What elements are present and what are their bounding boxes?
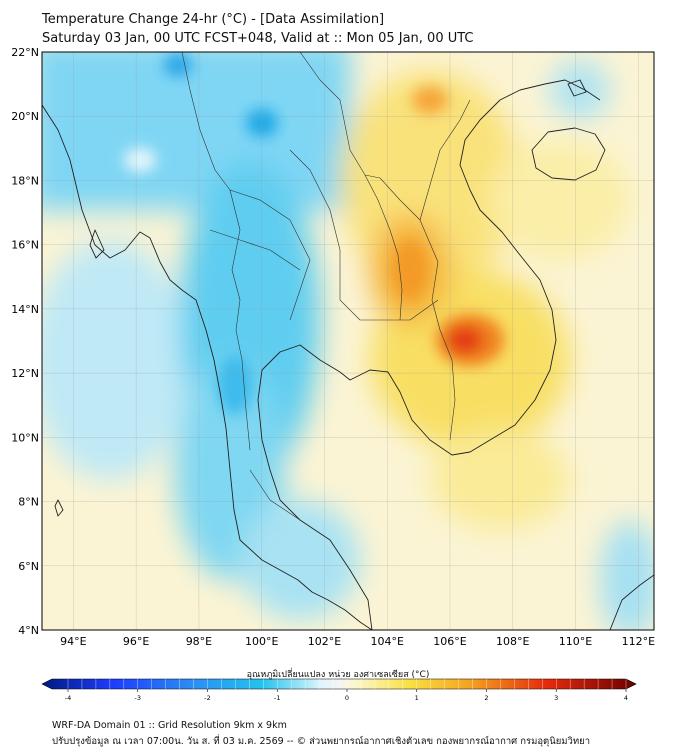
lat-label: 12°N bbox=[11, 367, 39, 380]
lon-label: 102°E bbox=[308, 635, 341, 648]
colorbar-ticks: -4 -3 -2 -1 0 1 2 3 4 bbox=[65, 689, 628, 702]
longitude-labels: 94°E 96°E 98°E 100°E 102°E 104°E 106°E 108°E 110… bbox=[60, 635, 655, 648]
footer-credit: ปรับปรุงข้อมูล ณ เวลา 07:00น. วัน ส. ที่… bbox=[52, 736, 591, 747]
lon-label: 96°E bbox=[123, 635, 149, 648]
temperature-field bbox=[42, 52, 654, 630]
lon-label: 98°E bbox=[186, 635, 212, 648]
latitude-labels: 22°N 20°N 18°N 16°N 14°N 12°N 10°N 8°N 6°N 4°N bbox=[11, 46, 39, 637]
lat-label: 18°N bbox=[11, 174, 39, 187]
colorbar-tick-label: 0 bbox=[345, 694, 349, 702]
colorbar-tick-label: 2 bbox=[484, 694, 488, 702]
lon-label: 112°E bbox=[622, 635, 655, 648]
colorbar-tick-label: 3 bbox=[554, 694, 558, 702]
lat-label: 4°N bbox=[18, 624, 39, 637]
lat-label: 16°N bbox=[11, 239, 39, 252]
colorbar-tick-label: -4 bbox=[65, 694, 71, 702]
colorbar-tick-label: 4 bbox=[624, 694, 628, 702]
footer-model-info: WRF-DA Domain 01 :: Grid Resolution 9km … bbox=[52, 720, 287, 731]
graticule bbox=[42, 52, 654, 630]
lat-label: 20°N bbox=[11, 110, 39, 123]
country-borders bbox=[181, 52, 471, 521]
colorbar-minor-ticks bbox=[67, 679, 627, 689]
colorbar-bar bbox=[41, 678, 637, 690]
lon-label: 110°E bbox=[559, 635, 592, 648]
colorbar-tick-label: 1 bbox=[415, 694, 419, 702]
lon-label: 104°E bbox=[371, 635, 404, 648]
colorbar: -4 -3 -2 -1 0 1 2 3 4 bbox=[41, 678, 637, 702]
lat-label: 10°N bbox=[11, 431, 39, 444]
colorbar-label: อุณหภูมิเปลี่ยนแปลง หน่วย องศาเซลเซียส (… bbox=[246, 670, 430, 680]
map-title: Temperature Change 24-hr (°C) - [Data As… bbox=[42, 12, 385, 27]
lon-label: 94°E bbox=[60, 635, 86, 648]
lat-label: 8°N bbox=[18, 496, 39, 509]
colorbar-tick-label: -2 bbox=[204, 694, 210, 702]
coastlines bbox=[42, 79, 654, 630]
colorbar-tick-label: -3 bbox=[135, 694, 141, 702]
plot-frame bbox=[41, 51, 655, 631]
lat-label: 14°N bbox=[11, 303, 39, 316]
lon-label: 100°E bbox=[245, 635, 278, 648]
lat-label: 6°N bbox=[18, 560, 39, 573]
lat-label: 22°N bbox=[11, 46, 39, 59]
map-subtitle: Saturday 03 Jan, 00 UTC FCST+048, Valid … bbox=[42, 31, 474, 46]
lon-label: 106°E bbox=[433, 635, 466, 648]
colorbar-tick-label: -1 bbox=[274, 694, 280, 702]
lon-label: 108°E bbox=[496, 635, 529, 648]
